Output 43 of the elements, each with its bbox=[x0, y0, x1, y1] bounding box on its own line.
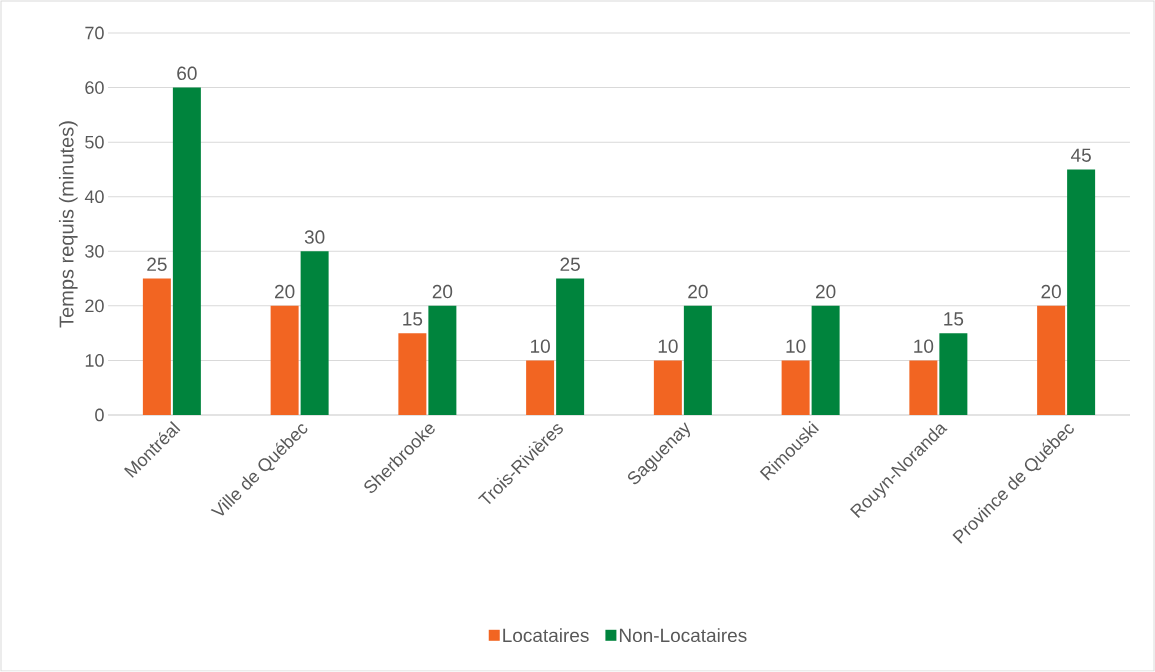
y-tick-label: 50 bbox=[85, 135, 104, 149]
y-tick-label: 0 bbox=[95, 408, 104, 422]
data-label: 10 bbox=[914, 339, 934, 353]
bar bbox=[1037, 305, 1066, 415]
data-label: 20 bbox=[432, 284, 453, 299]
legend-label: Locataires bbox=[503, 628, 589, 643]
bar bbox=[172, 87, 201, 415]
data-label: 25 bbox=[560, 257, 580, 272]
bar bbox=[142, 278, 171, 415]
bar bbox=[939, 333, 968, 415]
bar bbox=[556, 278, 585, 415]
data-label: 10 bbox=[786, 339, 806, 353]
bar bbox=[526, 360, 555, 415]
data-label: 30 bbox=[304, 230, 325, 244]
y-tick-label: 60 bbox=[85, 81, 104, 94]
data-label: 60 bbox=[177, 66, 197, 81]
y-tick-label: 70 bbox=[85, 26, 104, 40]
data-label: 45 bbox=[1070, 148, 1091, 162]
data-label: 20 bbox=[816, 284, 836, 299]
bar bbox=[811, 305, 840, 415]
data-label: 15 bbox=[944, 312, 964, 326]
bar bbox=[653, 360, 682, 415]
bar bbox=[398, 333, 427, 415]
data-label: 20 bbox=[1041, 284, 1061, 299]
data-label: 10 bbox=[531, 339, 550, 353]
bar bbox=[270, 305, 299, 415]
bar bbox=[683, 305, 712, 415]
bar bbox=[300, 251, 329, 415]
data-label: 25 bbox=[147, 257, 167, 272]
data-label: 20 bbox=[275, 284, 295, 299]
y-tick-label: 40 bbox=[84, 190, 104, 204]
bar bbox=[428, 305, 457, 415]
data-label: 10 bbox=[658, 339, 678, 353]
legend-label: Non-Locataires bbox=[619, 628, 747, 643]
y-axis-title: Temps requis (minutes) bbox=[58, 121, 78, 328]
y-tick-label: 30 bbox=[85, 244, 104, 258]
data-label: 20 bbox=[688, 284, 708, 299]
bar bbox=[909, 360, 938, 415]
bar bbox=[1067, 169, 1096, 415]
bar bbox=[781, 360, 810, 415]
y-tick-label: 20 bbox=[85, 299, 104, 313]
y-tick-label: 10 bbox=[85, 354, 104, 367]
data-label: 15 bbox=[403, 312, 423, 326]
